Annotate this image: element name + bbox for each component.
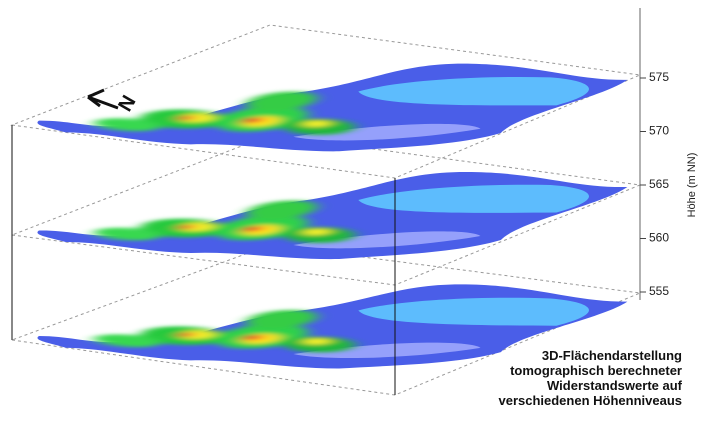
north-arrow: N bbox=[87, 88, 141, 116]
tick-label: 575 bbox=[649, 70, 669, 84]
north-label: N bbox=[114, 92, 140, 116]
tick-label: 570 bbox=[649, 124, 669, 138]
middle-layer bbox=[23, 141, 635, 285]
caption-line: verschiedenen Höhenniveaus bbox=[498, 393, 682, 408]
axis-label: Höhe (m NN) bbox=[686, 153, 698, 218]
tick-label: 560 bbox=[649, 231, 669, 245]
caption: 3D-Flächendarstellung tomographisch bere… bbox=[498, 348, 682, 408]
height-axis: Höhe (m NN) 575 570 565 560 555 bbox=[639, 8, 698, 300]
tick-label: 565 bbox=[649, 177, 669, 191]
caption-line: tomographisch berechneter bbox=[510, 363, 682, 378]
caption-line: Widerstandswerte auf bbox=[547, 378, 683, 393]
tick-label: 555 bbox=[649, 284, 669, 298]
caption-line: 3D-Flächendarstellung bbox=[542, 348, 682, 363]
